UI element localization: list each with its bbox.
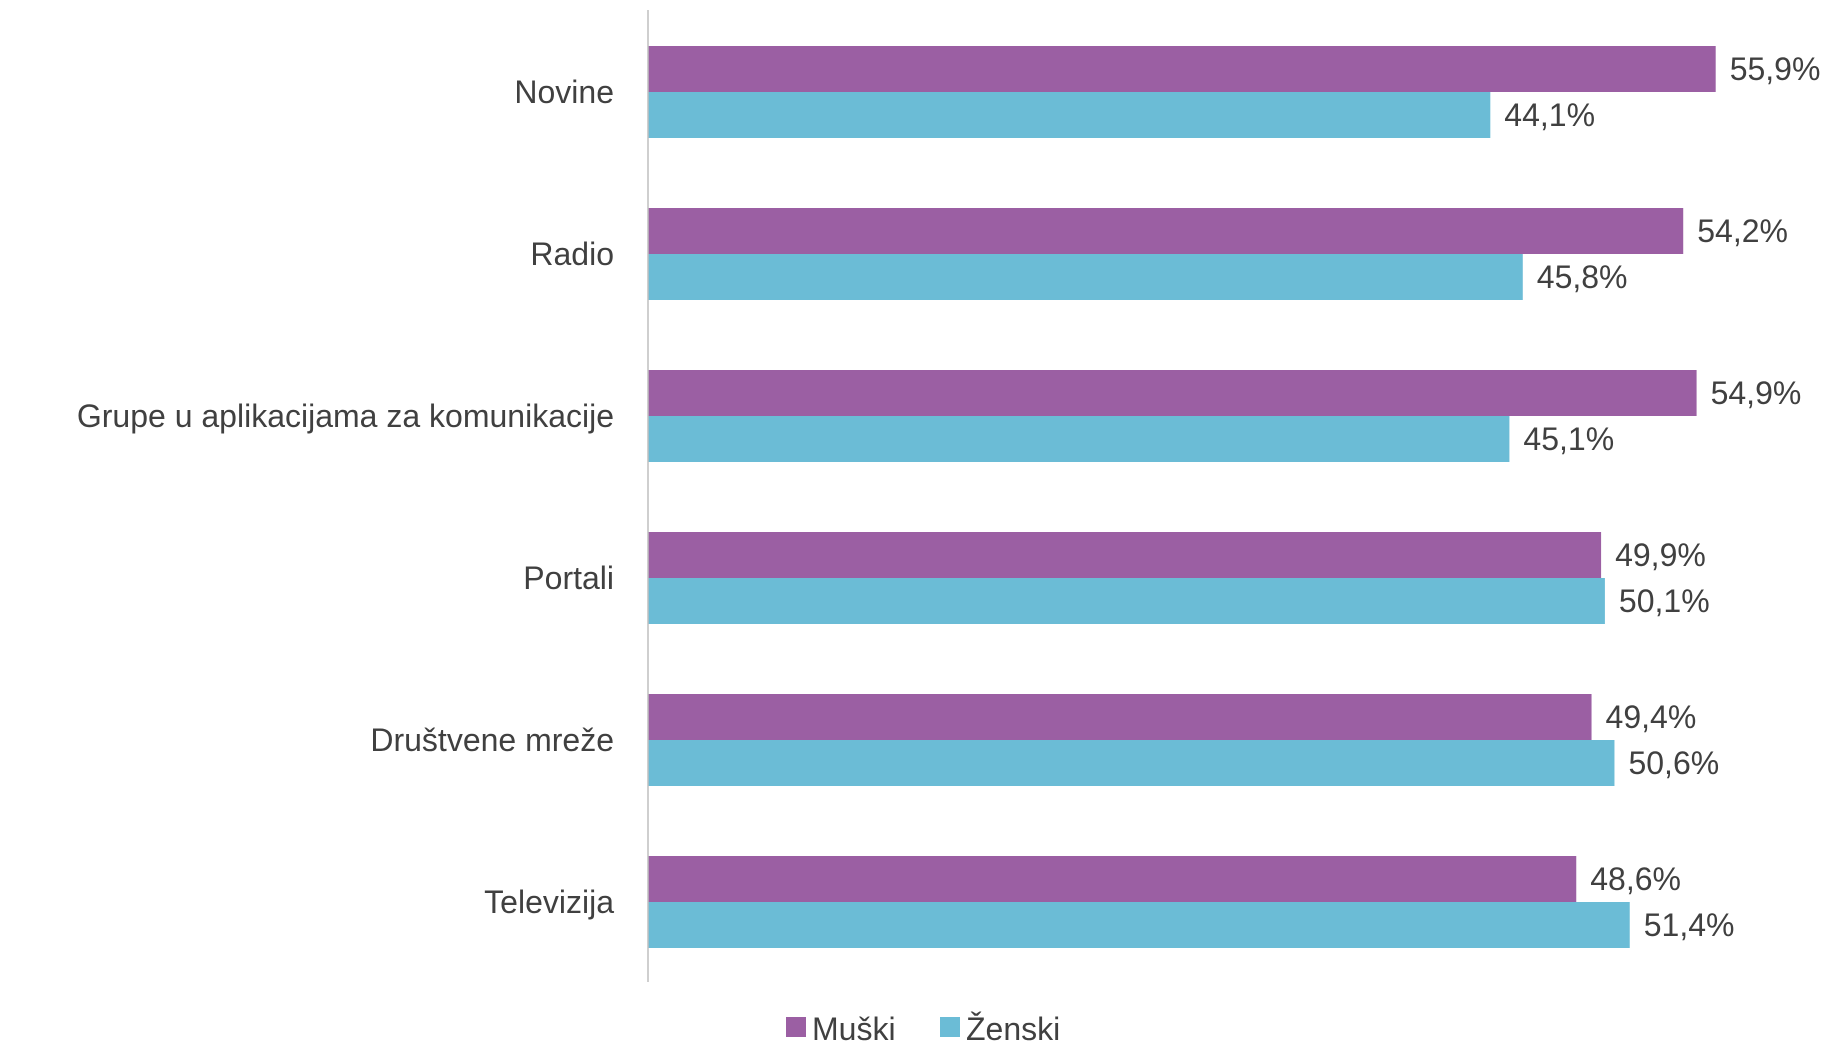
- data-label: 51,4%: [1644, 907, 1735, 943]
- data-label: 49,4%: [1606, 699, 1697, 735]
- data-label: 50,1%: [1619, 583, 1710, 619]
- bar-muski: [648, 532, 1602, 578]
- data-label: 44,1%: [1504, 97, 1595, 133]
- bar-zenski: [648, 902, 1630, 948]
- bar-muski: [648, 694, 1592, 740]
- legend-label: Ženski: [966, 1011, 1060, 1047]
- bar-zenski: [648, 416, 1510, 462]
- category-label: Portali: [523, 560, 614, 596]
- legend-swatch: [786, 1017, 806, 1037]
- bar-zenski: [648, 740, 1615, 786]
- legend: Muški Ženski: [786, 1011, 1060, 1047]
- data-label: 54,9%: [1711, 375, 1802, 411]
- data-label: 45,1%: [1523, 421, 1614, 457]
- legend-label: Muški: [812, 1011, 896, 1047]
- data-labels-layer: 55,9% 44,1% 54,2% 45,8% 54,9% 45,1% 49,9% 50,1%…: [1504, 51, 1820, 943]
- bars-layer: [648, 46, 1716, 948]
- data-label: 45,8%: [1537, 259, 1628, 295]
- data-label: 50,6%: [1628, 745, 1719, 781]
- bar-muski: [648, 208, 1684, 254]
- category-label: Televizija: [484, 884, 614, 920]
- bar-muski: [648, 370, 1697, 416]
- legend-swatch: [940, 1017, 960, 1037]
- category-label: Društvene mreže: [370, 722, 614, 758]
- data-label: 48,6%: [1590, 861, 1681, 897]
- category-label: Novine: [514, 74, 614, 110]
- category-label: Radio: [530, 236, 614, 272]
- bar-zenski: [648, 254, 1523, 300]
- data-label: 54,2%: [1697, 213, 1788, 249]
- bar-zenski: [648, 578, 1605, 624]
- bar-muski: [648, 856, 1577, 902]
- category-labels-layer: Novine Radio Grupe u aplikacijama za komun…: [77, 74, 614, 920]
- data-label: 55,9%: [1730, 51, 1821, 87]
- bar-zenski: [648, 92, 1491, 138]
- bar-muski: [648, 46, 1716, 92]
- data-label: 49,9%: [1615, 537, 1706, 573]
- category-label: Grupe u aplikacijama za komunikacije: [77, 398, 614, 434]
